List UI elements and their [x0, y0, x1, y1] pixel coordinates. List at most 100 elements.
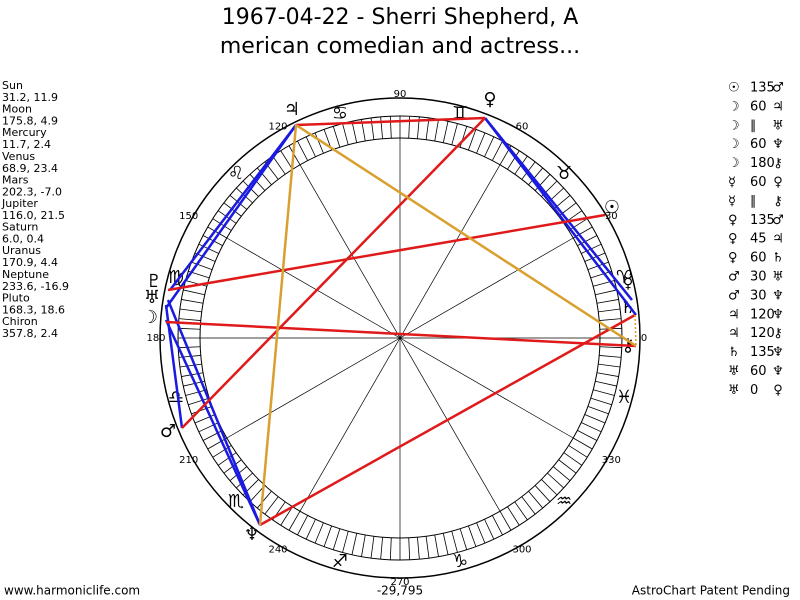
aspect-line: [484, 117, 637, 316]
aspect-to: ⚷: [773, 194, 783, 209]
sign-glyph: ♍: [168, 267, 184, 288]
hatch-tick: [568, 218, 588, 231]
aspect-lines: [164, 116, 637, 527]
hatch-tick: [584, 414, 606, 424]
aspect-from: ☽: [728, 156, 740, 171]
hatch-tick: [507, 150, 520, 170]
planet-name: Sun: [2, 79, 23, 92]
aspect-to: ♃: [772, 232, 784, 247]
hatch-tick: [314, 522, 324, 544]
planet-glyph: ♂: [160, 421, 176, 442]
aspect-to: ♃: [772, 99, 784, 114]
aspect-line: [164, 319, 262, 526]
hatch-tick: [581, 422, 602, 433]
hatch-tick: [185, 389, 207, 396]
hatch-tick: [380, 537, 383, 560]
hatch-tick: [434, 534, 439, 557]
aspect-from: ♀: [728, 213, 738, 228]
planet-glyph: ♃: [284, 99, 300, 120]
hatch-tick: [476, 522, 486, 544]
outer-circle: [159, 97, 641, 579]
aspect-line: [295, 123, 637, 348]
hatch-tick: [408, 537, 411, 560]
sign-glyph: ♓: [616, 387, 632, 408]
hatch-tick: [351, 533, 358, 555]
degree-label: 120: [268, 122, 287, 133]
aspect-line: [165, 320, 637, 348]
aspect-to: ♀: [773, 383, 783, 398]
degree-label: 180: [146, 333, 165, 344]
hatch-tick: [541, 479, 558, 496]
hatch-tick: [194, 414, 216, 424]
hatch-tick: [425, 536, 430, 559]
hatch-tick: [188, 397, 210, 406]
hatch-tick: [468, 129, 477, 151]
planet-position: 357.8, 2.4: [2, 327, 58, 340]
aspect-line: [166, 299, 262, 526]
planet-name: Chiron: [2, 315, 38, 328]
hatch-tick: [459, 528, 468, 550]
title-line: 1967-04-22 - Sherri Shepherd, A: [222, 5, 579, 30]
hatch-tick: [598, 363, 621, 368]
aspect-line: [181, 117, 486, 429]
hatch-tick: [207, 226, 227, 239]
aspect-line: [295, 116, 486, 127]
aspect-angle: 120: [750, 307, 775, 322]
planet-name: Saturn: [2, 221, 38, 234]
sign-glyph: ♐: [332, 551, 348, 572]
aspect-from: ☿: [728, 175, 736, 190]
sign-glyph: ♒: [556, 491, 572, 512]
hatch-tick: [389, 537, 392, 560]
hatch-tick: [507, 506, 520, 526]
footer-center: -29,795: [377, 584, 423, 598]
hatch-tick: [370, 536, 375, 559]
hatch-tick: [534, 485, 551, 502]
aspect-line: [634, 314, 637, 347]
hatch-tick: [249, 174, 266, 191]
hatch-tick: [179, 308, 202, 313]
aspect-angle: 120: [750, 326, 775, 341]
hatch-tick: [573, 437, 593, 450]
hatch-tick: [198, 422, 219, 433]
hatch-tick: [272, 155, 286, 175]
hatch-tick: [236, 472, 253, 489]
hatch-tick: [528, 167, 544, 186]
aspect-angle: 30: [750, 288, 767, 303]
aspect-to: ♂: [772, 213, 784, 228]
aspect-angle: 45: [750, 232, 767, 247]
hatch-tick: [288, 511, 301, 531]
wheel: 0306090120150180210240270300330♈♉♊♋♌♍♎♏♐…: [142, 89, 647, 588]
planet-glyph: ♀: [483, 89, 496, 110]
aspect-from: ♅: [728, 364, 740, 379]
hatch-tick: [598, 308, 621, 313]
planet-glyph: ♆: [244, 524, 260, 545]
aspect-line: [167, 213, 606, 292]
planet-position: 233.6, -16.9: [2, 280, 69, 293]
hatch-tick: [181, 299, 204, 304]
hatch-tick: [577, 429, 598, 441]
degree-label: 90: [394, 89, 407, 100]
hatch-tick: [361, 534, 366, 557]
hatch-tick: [593, 389, 615, 396]
degree-label: 210: [179, 455, 198, 466]
hatch-tick: [584, 252, 606, 262]
hatch-tick: [599, 318, 622, 321]
planet-position: 116.0, 21.5: [2, 209, 65, 222]
hatch-tick: [491, 515, 503, 536]
planet-glyph: ☉: [604, 197, 620, 218]
degree-label: 270: [390, 577, 409, 588]
planet-glyph: ♅: [144, 287, 160, 308]
title-line: merican comedian and actress...: [220, 34, 580, 59]
aspect-from: ♃: [728, 326, 740, 341]
aspect-angle: 0: [750, 383, 758, 398]
hatch-tick: [599, 355, 622, 358]
aspect-angle: 60: [750, 175, 767, 190]
aspect-to: ♅: [772, 118, 784, 133]
hatch-tick: [468, 525, 477, 547]
hatch-tick: [408, 116, 411, 139]
aspect-to: ♄: [772, 251, 784, 266]
hatch-tick: [297, 140, 309, 161]
hatch-tick: [590, 397, 612, 406]
